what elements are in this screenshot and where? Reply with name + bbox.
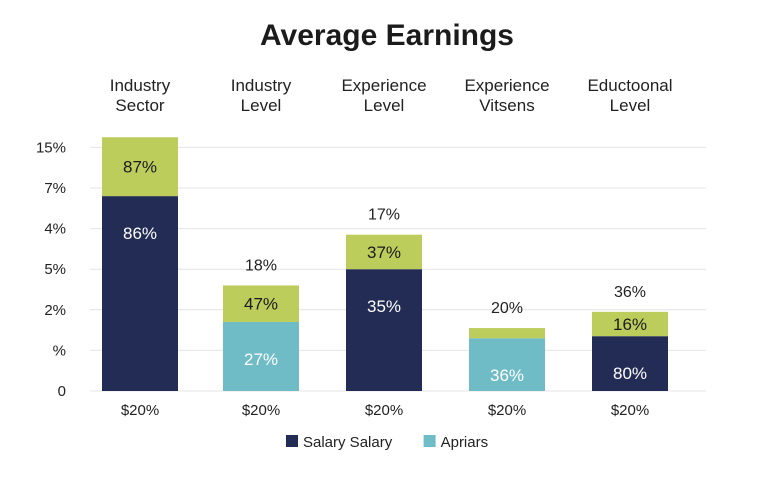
data-label-top: 37% xyxy=(367,243,401,262)
category-label: Experience xyxy=(464,76,549,95)
data-label-top: 47% xyxy=(244,295,278,314)
bar-segment-base xyxy=(469,338,545,391)
x-tick-label: $20% xyxy=(121,402,159,419)
category-label: Industry xyxy=(231,76,292,95)
data-label-above: 20% xyxy=(491,300,523,317)
bar-segment-top xyxy=(346,234,422,270)
category-label: Industry xyxy=(110,76,171,95)
data-label-top: 87% xyxy=(123,158,157,177)
bar-segment-base xyxy=(346,269,422,391)
y-tick-label: 4% xyxy=(44,221,66,238)
bar-segment-top xyxy=(592,311,668,337)
chart-title: Average Earnings xyxy=(260,19,514,52)
legend-label: Apriars xyxy=(441,434,489,451)
y-tick-label: % xyxy=(53,342,66,359)
bar-segment-top xyxy=(469,328,545,339)
data-label-base: 27% xyxy=(244,350,278,369)
y-tick-label: 2% xyxy=(44,302,66,319)
category-headers: IndustrySectorIndustryLevelExperienceLev… xyxy=(110,76,673,115)
category-label: Eductoonal xyxy=(587,76,672,95)
y-tick-label: 15% xyxy=(36,139,66,156)
y-axis: 15% 7% 4% 5% 2%% 0 xyxy=(36,139,66,400)
category-label: Level xyxy=(610,96,651,115)
category-label: Vitsens xyxy=(479,96,534,115)
category-label: Sector xyxy=(115,96,164,115)
y-tick-label: 0 xyxy=(58,383,66,400)
category-label: Level xyxy=(364,96,405,115)
x-tick-label: $20% xyxy=(611,402,649,419)
x-tick-label: $20% xyxy=(488,402,526,419)
data-label-base: 86% xyxy=(123,224,157,243)
x-tick-label: $20% xyxy=(365,402,403,419)
data-label-base: 35% xyxy=(367,297,401,316)
category-label: Level xyxy=(241,96,282,115)
y-tick-label: 5% xyxy=(44,261,66,278)
data-label-base: 36% xyxy=(490,366,524,385)
bar-segment-top xyxy=(102,137,178,197)
data-label-base: 80% xyxy=(613,364,647,383)
data-label-top: 16% xyxy=(613,315,647,334)
legend: Salary Salary Apriars xyxy=(286,434,488,451)
bar-segment-base xyxy=(102,196,178,391)
data-label-above: 17% xyxy=(368,207,400,224)
x-tick-label: $20% xyxy=(242,402,280,419)
legend-swatch xyxy=(423,435,436,447)
category-label: Experience xyxy=(341,76,426,95)
bar-segment-top xyxy=(223,285,299,322)
bar-segment-base xyxy=(223,321,299,391)
y-tick-label: 7% xyxy=(44,180,66,197)
legend-label: Salary Salary xyxy=(303,434,393,451)
bars: 86% 87% 27% 47% 18% 35% 37% 17% 36% 20% 80% 16% 36% xyxy=(102,137,668,391)
data-label-above: 36% xyxy=(614,284,646,301)
bar-segment-base xyxy=(592,336,668,391)
data-label-above: 18% xyxy=(245,257,277,274)
x-axis: $20% $20% $20% $20% $20% xyxy=(121,402,649,419)
legend-swatch xyxy=(286,435,298,447)
